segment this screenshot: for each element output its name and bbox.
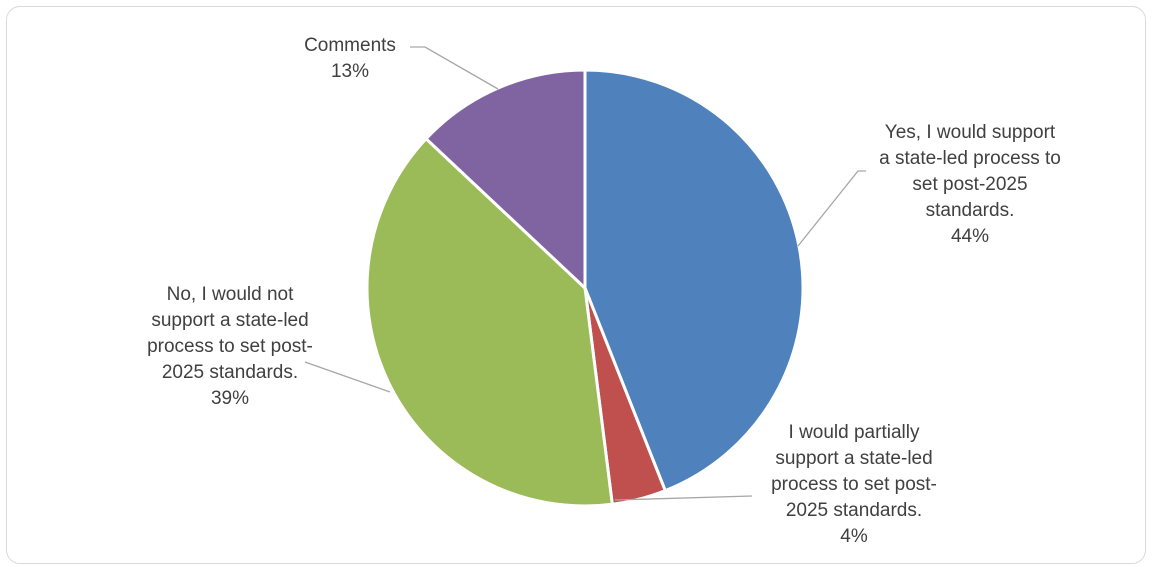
leader-line xyxy=(304,361,391,393)
data-label-percent: 4% xyxy=(840,526,868,547)
data-label-line: process to set post- xyxy=(771,474,937,495)
data-label-line: standards. xyxy=(925,200,1015,221)
data-label-line: process to set post- xyxy=(147,336,313,357)
data-label-line: support a state-led xyxy=(775,448,933,469)
leader-line xyxy=(614,495,753,501)
leader-line xyxy=(410,46,499,90)
data-label-line: Yes, I would support xyxy=(884,122,1056,143)
pie-slice-no xyxy=(365,136,614,508)
data-label-line: a state-led process to xyxy=(879,148,1061,169)
data-label-line: set post-2025 xyxy=(912,174,1028,195)
pie-slice-comments xyxy=(423,68,587,292)
data-label-line: I would partially xyxy=(788,422,920,443)
pie-slice-yes xyxy=(583,68,805,493)
data-label-yes: Yes, I would support a state-led process… xyxy=(830,120,1110,250)
data-label-line: support a state-led xyxy=(151,310,309,331)
data-label-partially: I would partially support a state-led pr… xyxy=(714,420,994,550)
data-label-line: 2025 standards. xyxy=(785,500,923,521)
data-label-no: No, I would not support a state-led proc… xyxy=(90,282,370,412)
data-label-comments: Comments 13% xyxy=(290,33,410,85)
data-label-percent: 13% xyxy=(330,61,370,82)
data-label-line: No, I would not xyxy=(166,284,294,305)
leader-line xyxy=(797,170,866,247)
data-label-percent: 44% xyxy=(950,226,990,247)
data-label-percent: 39% xyxy=(210,388,250,409)
data-label-line: Comments xyxy=(304,35,396,56)
data-label-line: 2025 standards. xyxy=(161,362,299,383)
